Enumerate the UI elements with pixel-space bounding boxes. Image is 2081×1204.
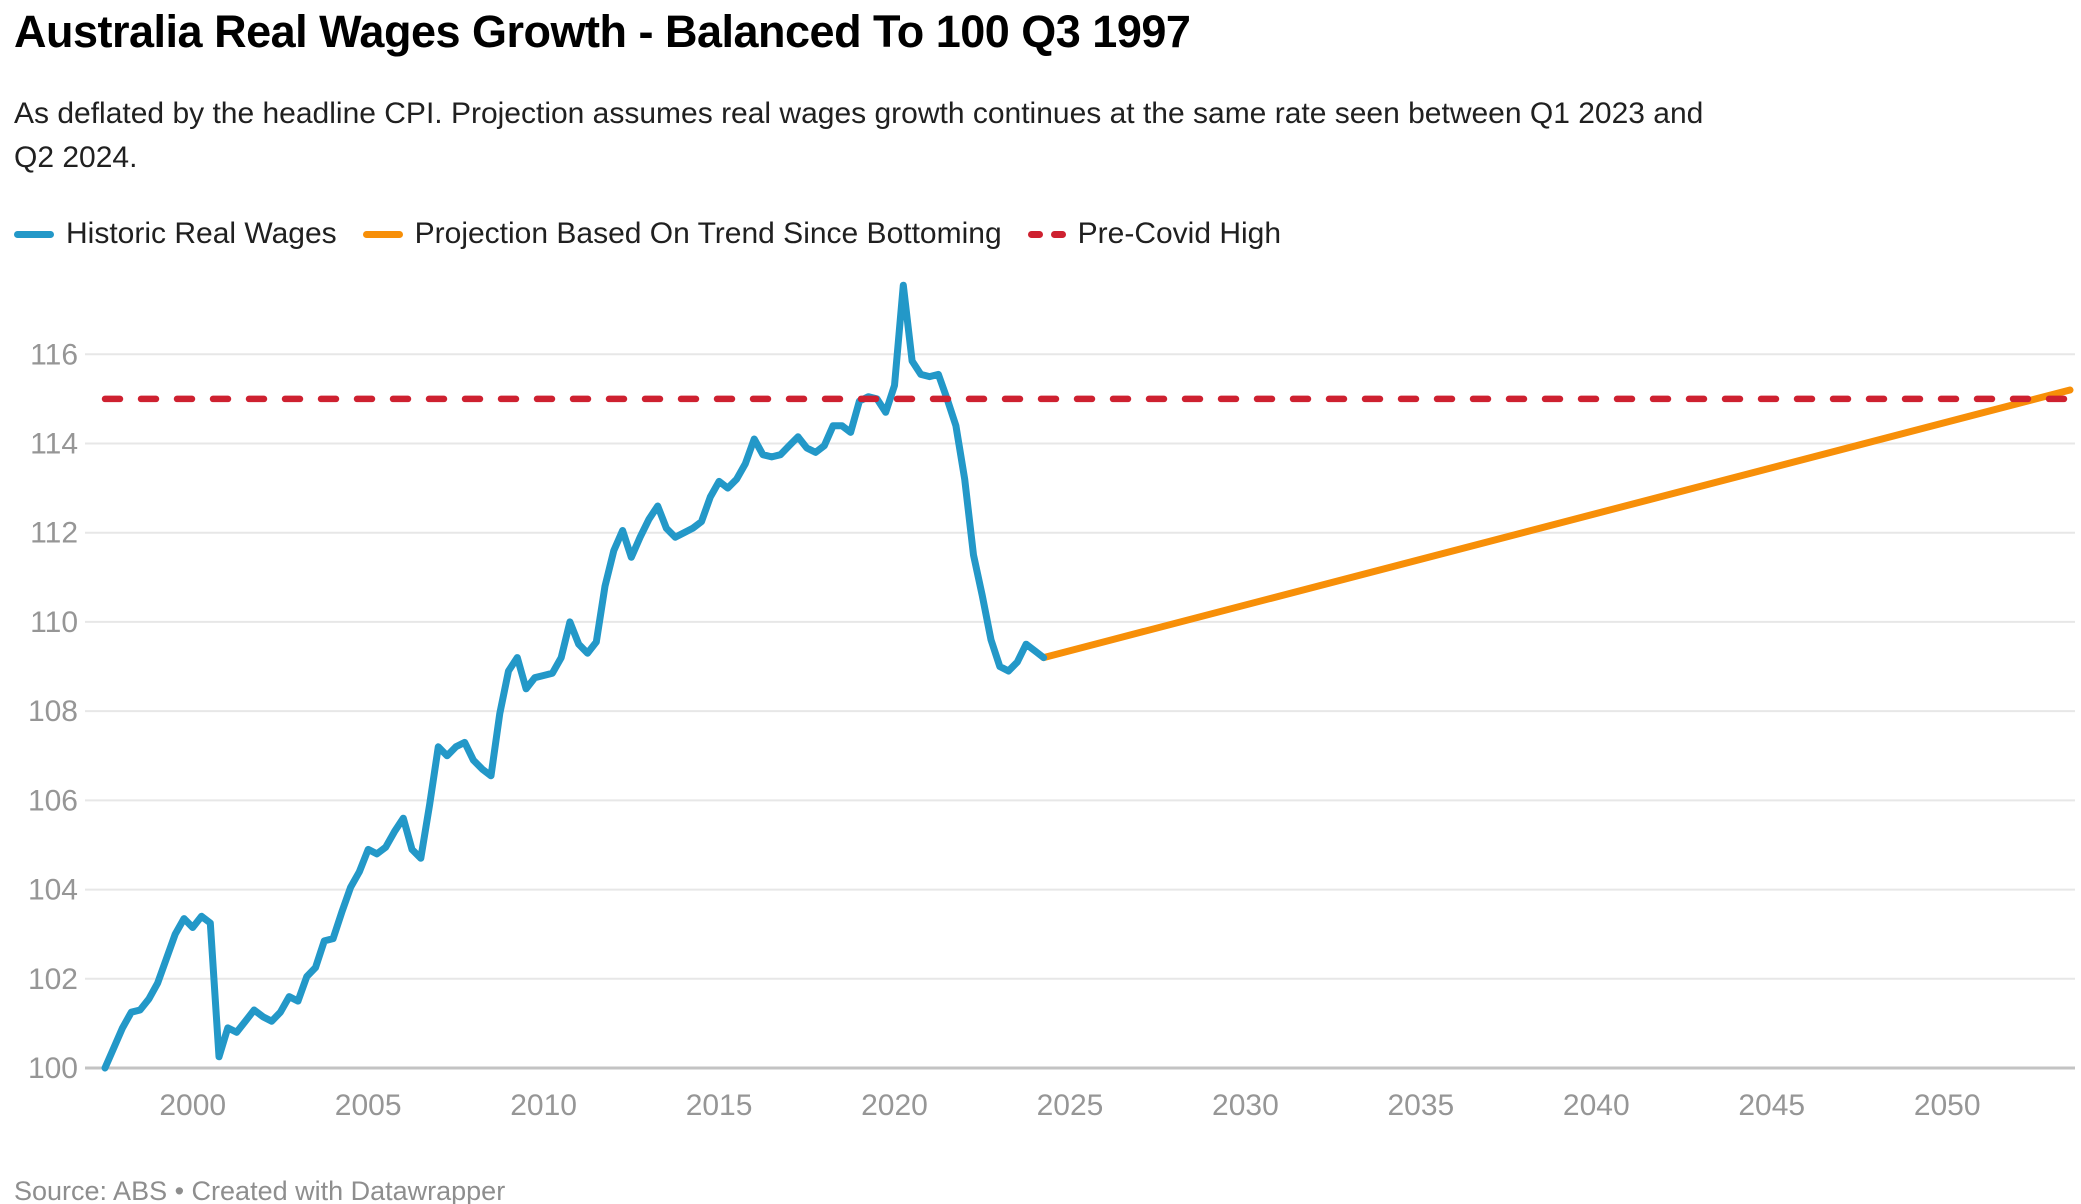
- x-tick-label: 2020: [861, 1089, 928, 1122]
- x-tick-label: 2000: [159, 1089, 226, 1122]
- x-tick-label: 2050: [1914, 1089, 1981, 1122]
- legend-item[interactable]: Historic Real Wages: [14, 217, 337, 251]
- legend-dashed-line-icon: [1027, 230, 1066, 238]
- y-tick-label: 112: [30, 517, 78, 550]
- legend-label: Pre-Covid High: [1077, 217, 1282, 250]
- legend-item[interactable]: Projection Based On Trend Since Bottomin…: [362, 217, 1002, 251]
- x-tick-label: 2035: [1387, 1089, 1454, 1122]
- y-tick-label: 106: [28, 784, 78, 817]
- legend-line-icon: [14, 230, 54, 238]
- y-tick-label: 102: [28, 963, 78, 996]
- projection-line: [1040, 386, 2074, 662]
- source-note: Source: ABS • Created with Datawrapper: [14, 1176, 506, 1204]
- legend-label: Projection Based On Trend Since Bottomin…: [414, 217, 1002, 250]
- y-tick-label: 114: [30, 428, 78, 461]
- x-tick-label: 2025: [1037, 1089, 1104, 1122]
- x-tick-label: 2005: [335, 1089, 402, 1122]
- x-tick-label: 2010: [510, 1089, 577, 1122]
- chart-title: Australia Real Wages Growth - Balanced T…: [14, 6, 1191, 57]
- y-tick-label: 110: [30, 606, 78, 639]
- x-tick-label: 2015: [686, 1089, 753, 1122]
- y-tick-label: 104: [28, 874, 78, 907]
- historic-line: [101, 281, 1048, 1072]
- legend-label: Historic Real Wages: [66, 217, 337, 250]
- x-tick-label: 2045: [1738, 1089, 1805, 1122]
- x-tick-label: 2030: [1212, 1089, 1279, 1122]
- x-tick-label: 2040: [1563, 1089, 1630, 1122]
- y-tick-label: 108: [28, 695, 78, 728]
- chart-subtitle: As deflated by the headline CPI. Project…: [14, 97, 1704, 174]
- legend: Historic Real Wages Projection Based On T…: [14, 216, 1281, 252]
- legend-line-icon: [362, 230, 403, 238]
- legend-item[interactable]: Pre-Covid High: [1027, 217, 1282, 251]
- y-tick-label: 100: [28, 1052, 78, 1085]
- y-tick-label: 116: [30, 338, 78, 371]
